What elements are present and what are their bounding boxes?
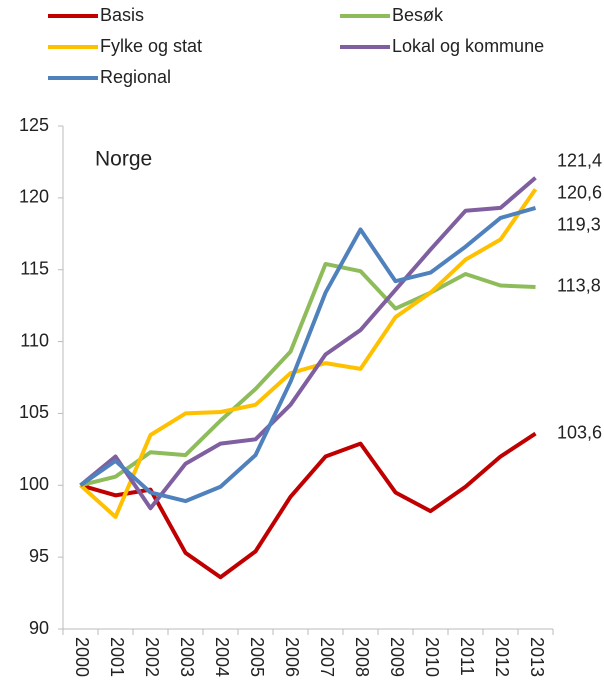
- x-tick-label: 2013: [527, 637, 547, 677]
- y-tick-label: 90: [29, 618, 49, 638]
- annotation: Norge: [95, 148, 152, 171]
- legend-label: Basis: [100, 5, 144, 25]
- y-tick-label: 125: [19, 115, 49, 135]
- x-tick-label: 2009: [387, 637, 407, 677]
- data-label: 120,6: [557, 182, 602, 202]
- x-tick-label: 2012: [492, 637, 512, 677]
- series-line: [79, 176, 537, 511]
- x-tick-label: 2000: [72, 637, 92, 677]
- x-tick-label: 2004: [212, 637, 232, 677]
- x-tick-label: 2005: [247, 637, 267, 677]
- data-label: 121,4: [557, 150, 602, 170]
- legend-label: Regional: [100, 67, 171, 87]
- x-tick-label: 2002: [142, 637, 162, 677]
- data-label: 113,8: [557, 276, 601, 296]
- legend-label: Lokal og kommune: [392, 36, 544, 56]
- y-tick-label: 95: [29, 546, 49, 566]
- series-line: [79, 188, 538, 519]
- series-line: [80, 261, 536, 488]
- x-tick-label: 2006: [282, 637, 302, 677]
- legend-label: Besøk: [392, 5, 444, 25]
- y-tick-label: 110: [20, 330, 49, 350]
- x-tick-label: 2011: [457, 637, 477, 676]
- series-line: [79, 205, 537, 504]
- data-label: 103,6: [557, 422, 602, 442]
- y-tick-label: 115: [20, 258, 49, 278]
- y-tick-label: 105: [19, 402, 49, 422]
- y-tick-label: 100: [19, 474, 49, 494]
- data-label: 119,3: [557, 214, 601, 234]
- x-tick-label: 2010: [422, 637, 442, 677]
- x-tick-label: 2001: [107, 637, 127, 677]
- legend-label: Fylke og stat: [100, 36, 202, 56]
- x-tick-label: 2008: [352, 637, 372, 677]
- y-tick-label: 120: [19, 187, 49, 207]
- x-tick-label: 2003: [177, 637, 197, 677]
- x-tick-label: 2007: [317, 637, 337, 677]
